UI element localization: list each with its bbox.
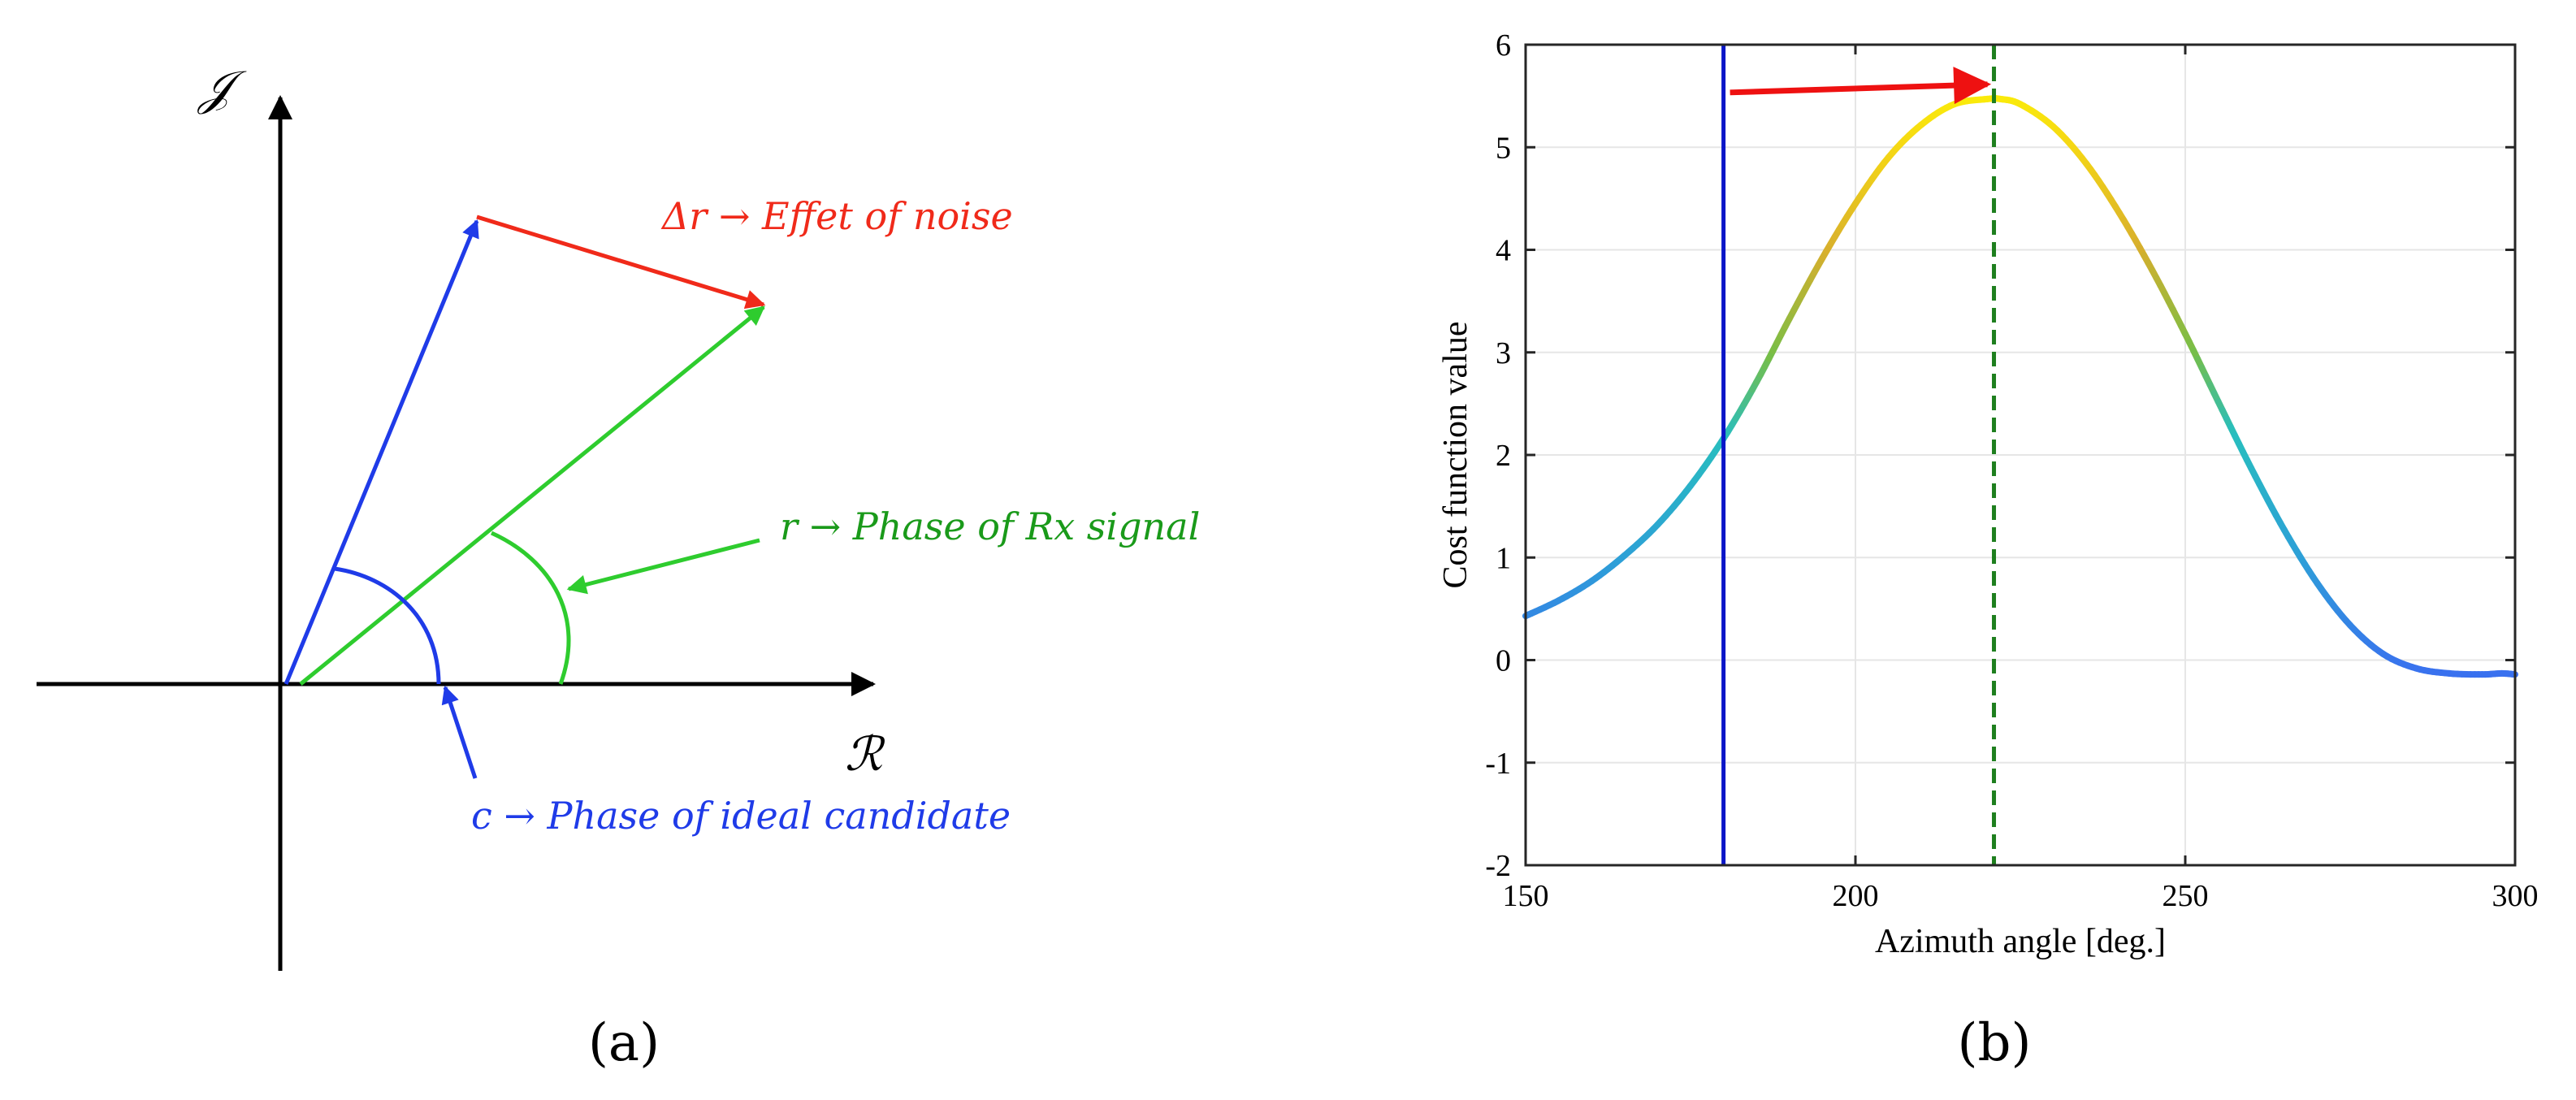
candidate-pointer-arrow bbox=[441, 685, 478, 779]
y-tick-label: 0 bbox=[1496, 644, 1511, 678]
y-tick-label: 2 bbox=[1496, 439, 1511, 473]
y-tick-label: 3 bbox=[1496, 336, 1511, 370]
panel-b-chart: 150 200 250 300 -2 -1 0 1 2 3 4 5 6 Azimuth angle [d… bbox=[1437, 28, 2539, 1073]
reference-lines bbox=[1721, 45, 1997, 865]
axis-ticks: 150 200 250 300 -2 -1 0 1 2 3 4 5 6 bbox=[1485, 28, 2538, 913]
panel-a-diagram: 𝒥 ℛ Δr → Effet of noise r → Phase of Rx … bbox=[37, 60, 1200, 1073]
noise-label: Δr → Effet of noise bbox=[660, 194, 1013, 238]
shift-arrow bbox=[1730, 67, 1992, 105]
y-tick-label: 6 bbox=[1496, 28, 1511, 63]
x-tick-label: 150 bbox=[1503, 879, 1549, 913]
rx-signal-vector bbox=[299, 305, 765, 686]
y-tick-label: -2 bbox=[1485, 849, 1511, 883]
candidate-phase-label: c → Phase of ideal candidate bbox=[471, 794, 1011, 838]
y-tick-label: -1 bbox=[1485, 747, 1511, 781]
imag-axis-label: 𝒥 bbox=[197, 60, 247, 115]
rx-pointer-arrow bbox=[566, 538, 760, 595]
panel-b-label: (b) bbox=[1958, 1013, 2032, 1073]
x-tick-label: 300 bbox=[2492, 879, 2539, 913]
x-axis-label: Azimuth angle [deg.] bbox=[1875, 923, 2166, 960]
candidate-phase-arc bbox=[334, 566, 441, 685]
panel-a-label: (a) bbox=[588, 1013, 660, 1073]
y-tick-label: 5 bbox=[1496, 131, 1511, 165]
x-tick-label: 250 bbox=[2163, 879, 2209, 913]
x-tick-label: 200 bbox=[1833, 879, 1879, 913]
y-tick-label: 1 bbox=[1496, 541, 1511, 575]
y-tick-label: 4 bbox=[1496, 234, 1511, 268]
shift-arrow-line bbox=[1730, 67, 1992, 105]
noise-vector bbox=[476, 214, 766, 310]
y-axis-label: Cost function value bbox=[1437, 322, 1474, 589]
rx-phase-label: r → Phase of Rx signal bbox=[780, 505, 1200, 548]
rx-phase-arc bbox=[490, 531, 571, 685]
real-axis-label: ℛ bbox=[845, 726, 885, 782]
candidate-vector bbox=[284, 219, 479, 685]
cost-curve bbox=[1522, 95, 2518, 678]
